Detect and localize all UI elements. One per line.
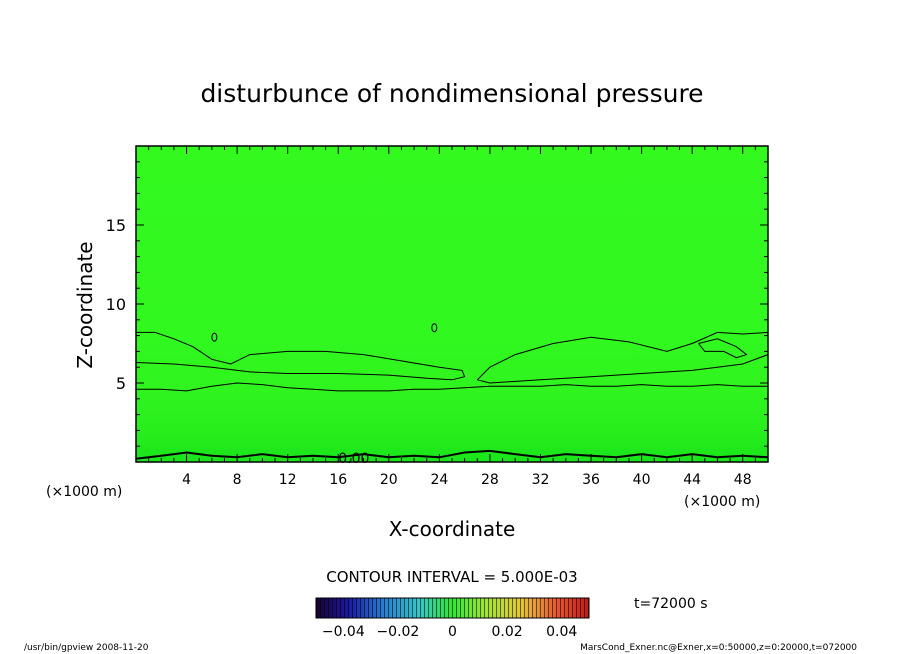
contour-blobs bbox=[211, 323, 438, 342]
x-tick-label: 4 bbox=[182, 472, 191, 488]
colorbar-tick-label: −0.04 bbox=[322, 624, 365, 640]
contour-lines bbox=[135, 331, 769, 460]
x-tick-label: 16 bbox=[329, 472, 347, 488]
x-tick-label: 48 bbox=[734, 472, 752, 488]
footer-left: /usr/bin/gpview 2008-11-20 bbox=[24, 643, 149, 653]
y-tick-label: 5 bbox=[116, 374, 126, 393]
y-tick-label: 10 bbox=[106, 295, 126, 314]
contour-level-right-inner bbox=[698, 338, 748, 359]
contour-interval-text: CONTOUR INTERVAL = 5.000E-03 bbox=[326, 568, 577, 586]
x-axis-label: X-coordinate bbox=[389, 517, 516, 541]
y-axis-ticks: 5 10 15 bbox=[106, 145, 768, 463]
colorbar-tick-label: −0.02 bbox=[376, 624, 419, 640]
x-tick-label: 28 bbox=[481, 472, 499, 488]
x-unit-left: (×1000 m) bbox=[46, 484, 122, 500]
footer-right: MarsCond_Exner.nc@Exner,x=0:50000,z=0:20… bbox=[580, 643, 857, 653]
x-tick-label: 12 bbox=[279, 472, 297, 488]
x-tick-label: 40 bbox=[633, 472, 651, 488]
x-tick-label: 24 bbox=[430, 472, 448, 488]
y-axis-label: Z-coordinate bbox=[73, 241, 97, 368]
contour-level-lower bbox=[136, 382, 768, 392]
x-tick-label: 32 bbox=[532, 472, 550, 488]
x-tick-label: 36 bbox=[582, 472, 600, 488]
x-unit-right: (×1000 m) bbox=[684, 494, 760, 510]
colorbar-stripes bbox=[316, 598, 589, 618]
time-text: t=72000 s bbox=[634, 596, 708, 612]
colorbar-ticks: −0.04 −0.02 0 0.02 0.04 bbox=[322, 624, 578, 640]
contour-level-upper-right bbox=[476, 331, 769, 384]
chart-title: disturbunce of nondimensional pressure bbox=[200, 79, 703, 108]
plot-area bbox=[136, 146, 768, 462]
contour-label: 0.00 bbox=[338, 451, 369, 467]
contour-level-upper-left bbox=[135, 331, 466, 381]
colorbar-tick-label: 0 bbox=[448, 624, 457, 640]
colorbar-frame bbox=[315, 597, 590, 619]
contour-level-0.00 bbox=[135, 449, 769, 460]
y-tick-label: 15 bbox=[106, 216, 126, 235]
x-tick-label: 44 bbox=[683, 472, 701, 488]
colorbar-tick-label: 0.02 bbox=[492, 624, 523, 640]
blob-left bbox=[211, 332, 218, 342]
x-tick-label: 20 bbox=[380, 472, 398, 488]
x-tick-label: 8 bbox=[233, 472, 242, 488]
colorbar-tick-label: 0.04 bbox=[546, 624, 577, 640]
blob-mid bbox=[431, 323, 438, 333]
x-axis-ticks: 4 8 12 16 20 24 28 32 36 40 44 48 bbox=[135, 146, 769, 488]
